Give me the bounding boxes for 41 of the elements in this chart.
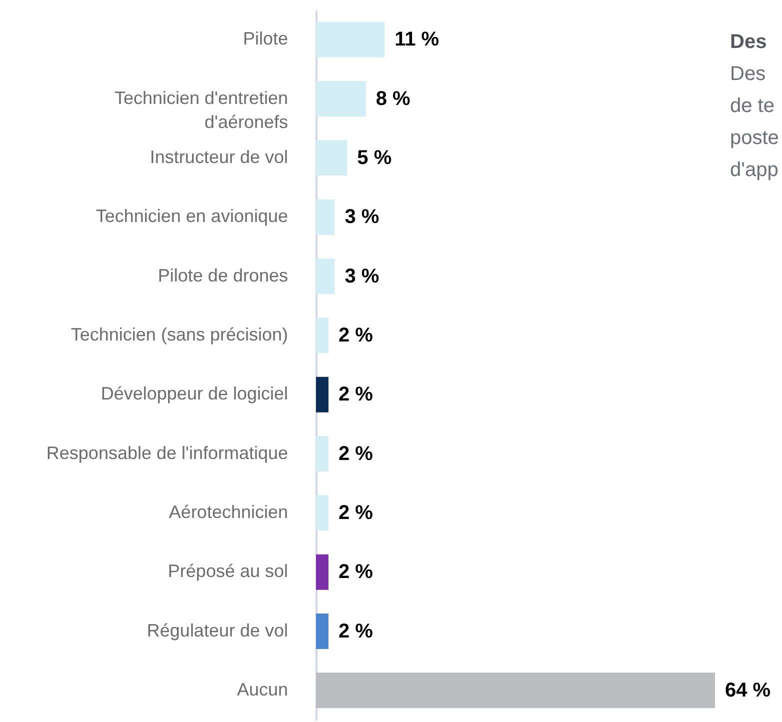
- data-label: 5 %: [357, 146, 392, 169]
- y-tick-label: Technicien en avionique: [96, 206, 288, 226]
- data-label: 3 %: [344, 265, 380, 288]
- y-tick-label: Aucun: [236, 679, 288, 700]
- text: Des: [730, 62, 767, 87]
- y-tick-label: Pilote de drones: [158, 265, 288, 286]
- y-tick-label: Pilote: [242, 28, 288, 49]
- bar: [316, 554, 328, 590]
- data-label: 2 %: [338, 620, 374, 642]
- data-label: 2 %: [338, 502, 374, 524]
- y-tick-label: Technicien d'entretien d'aéronefs: [114, 88, 288, 132]
- y-tick-label: Préposé au sol: [168, 561, 288, 582]
- bar: [316, 614, 328, 649]
- bar: [316, 376, 328, 412]
- bar: [316, 495, 328, 531]
- text: Des: [730, 30, 768, 55]
- bar: [316, 436, 328, 472]
- bar: [316, 672, 715, 708]
- text: poste: [730, 126, 779, 151]
- text: de te: [730, 94, 776, 119]
- y-tick-label: Technicien (sans précision): [70, 324, 288, 344]
- y-tick-label: Responsable de l'informatique: [46, 442, 288, 463]
- data-label: 8 %: [376, 88, 411, 110]
- data-label: 2 %: [338, 384, 374, 406]
- bar: [316, 318, 328, 354]
- y-tick-label: Développeur de logiciel: [100, 384, 288, 404]
- bar: [316, 22, 385, 58]
- bar: [316, 81, 366, 116]
- data-label: 3 %: [344, 206, 380, 228]
- data-label: 2 %: [338, 324, 374, 346]
- data-label: 2 %: [338, 442, 374, 465]
- text: d'app: [730, 158, 779, 183]
- bar: [316, 258, 335, 294]
- y-tick-label: Aérotechnicien: [168, 502, 288, 522]
- bar: [316, 140, 348, 176]
- y-tick-label: Instructeur de vol: [150, 146, 288, 167]
- data-label: 11 %: [394, 28, 440, 51]
- data-label: 2 %: [338, 561, 374, 584]
- bar: [316, 199, 335, 235]
- data-label: 64 %: [725, 679, 771, 702]
- y-tick-label: Régulateur de vol: [146, 620, 288, 640]
